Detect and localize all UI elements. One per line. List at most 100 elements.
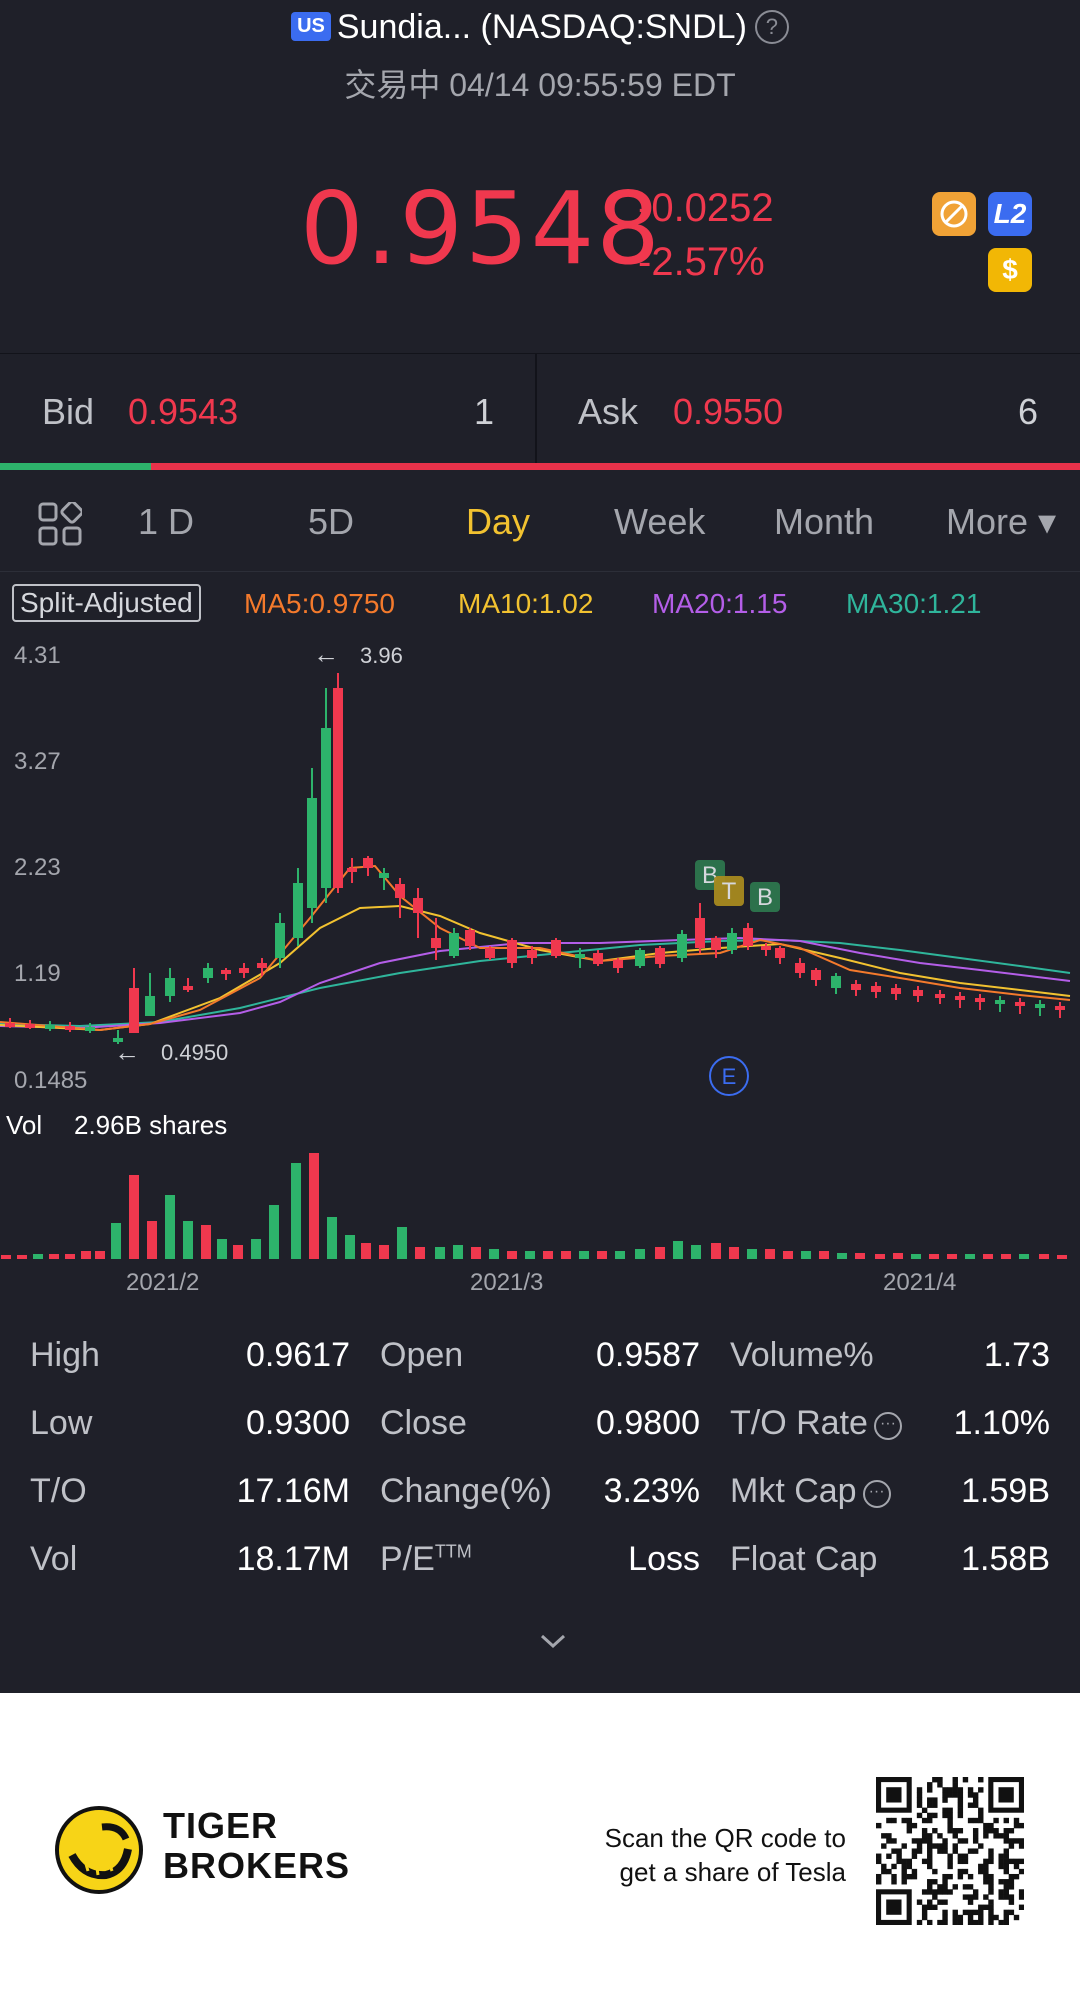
- x-tick: 2021/4: [883, 1269, 956, 1296]
- bid-ask-ratio-bar: [0, 463, 1080, 470]
- tab-more[interactable]: More ▾: [946, 501, 1057, 542]
- stat-label: T/O: [30, 1472, 87, 1510]
- dollar-badge[interactable]: $: [988, 248, 1032, 292]
- candle-body: [613, 960, 623, 968]
- chevron-down-icon[interactable]: [536, 1628, 570, 1652]
- volume-bar: [801, 1251, 811, 1259]
- volume-bar: [379, 1245, 389, 1259]
- y-tick: 1.19: [14, 960, 61, 987]
- candle-body: [795, 963, 805, 973]
- volume-bar: [81, 1251, 91, 1259]
- candle-body: [85, 1027, 95, 1031]
- volume-bar: [579, 1251, 589, 1259]
- candle-body: [551, 940, 561, 956]
- stock-title[interactable]: Sundia... (NASDAQ:SNDL): [336, 8, 747, 46]
- candle: [113, 1030, 123, 1044]
- grid-icon[interactable]: [38, 502, 82, 546]
- bid-ask-bar[interactable]: Bid 0.9543 1 Ask 0.9550 6: [0, 353, 1080, 464]
- stat-value: 0.9587: [596, 1336, 700, 1374]
- tab-week[interactable]: Week: [614, 501, 706, 542]
- tab-1d[interactable]: 1 D: [138, 501, 195, 542]
- no-short-icon[interactable]: [932, 192, 976, 236]
- candle: [395, 878, 405, 918]
- candle-body: [449, 933, 459, 956]
- volume-bar: [965, 1254, 975, 1259]
- candlestick-chart[interactable]: 4.31 3.27 2.23 1.19 0.1485 ← 3.96 ← 0.49…: [0, 628, 1080, 1300]
- earnings-marker[interactable]: [709, 1056, 749, 1096]
- volume-bar: [147, 1221, 157, 1259]
- candle: [347, 858, 357, 883]
- volume-bar: [269, 1205, 279, 1259]
- candle-body: [913, 990, 923, 996]
- volume-bar: [747, 1249, 757, 1259]
- help-icon[interactable]: ?: [754, 10, 789, 44]
- candle-body: [695, 918, 705, 948]
- candle: [129, 968, 139, 1033]
- volume-bar: [615, 1251, 625, 1259]
- stat-label: Vol: [30, 1540, 78, 1578]
- info-icon[interactable]: ···: [873, 1412, 902, 1440]
- candle-body: [113, 1038, 123, 1042]
- volume-bar: [471, 1247, 481, 1259]
- volume-bar: [415, 1247, 425, 1259]
- volume-value: 2.96B shares: [74, 1110, 227, 1140]
- candle: [221, 968, 231, 980]
- ma20-value: MA20:1.15: [652, 588, 788, 619]
- level2-badge[interactable]: L2: [988, 192, 1032, 236]
- volume-bar: [1, 1255, 11, 1259]
- y-tick: 2.23: [14, 854, 61, 881]
- stat-value: 1.58B: [961, 1540, 1050, 1578]
- candle-body: [5, 1023, 15, 1027]
- candle: [575, 948, 585, 968]
- candle: [507, 938, 517, 968]
- buy-marker[interactable]: [750, 882, 780, 912]
- candle: [145, 973, 155, 1016]
- candle: [955, 992, 965, 1008]
- promo-footer: TIGER BROKERS Scan the QR code to get a …: [0, 1693, 1080, 2010]
- tab-5d[interactable]: 5D: [308, 501, 355, 542]
- volume-bar: [635, 1249, 645, 1259]
- candle-body: [975, 998, 985, 1002]
- candle: [45, 1021, 55, 1031]
- candle-body: [239, 968, 249, 973]
- candle-body: [575, 954, 585, 958]
- volume-bar: [65, 1254, 75, 1259]
- trade-marker-label: T: [722, 878, 737, 905]
- stat-value: 1.59B: [961, 1472, 1050, 1510]
- candle-body: [65, 1026, 75, 1030]
- split-adjusted-toggle[interactable]: Split-Adjusted: [12, 584, 201, 622]
- x-tick: 2021/2: [126, 1269, 199, 1296]
- volume-bar: [729, 1247, 739, 1259]
- volume-bar: [983, 1254, 993, 1259]
- volume-label: Vol: [6, 1110, 42, 1140]
- candle: [321, 688, 331, 903]
- candle-body: [593, 953, 603, 964]
- turnover-rate-label: T/O Rate ···: [730, 1404, 902, 1443]
- candle-body: [307, 798, 317, 908]
- tiger-logo-icon: [55, 1806, 143, 1894]
- stat-value: 17.16M: [236, 1472, 350, 1510]
- tab-day[interactable]: Day: [466, 501, 531, 542]
- volume-bar: [1019, 1254, 1029, 1259]
- candle-body: [293, 883, 303, 938]
- qr-code[interactable]: [876, 1777, 1024, 1925]
- tab-month[interactable]: Month: [774, 501, 875, 542]
- volume-bar: [893, 1253, 903, 1259]
- stat-label: Change(%): [380, 1472, 552, 1510]
- volume-bar: [507, 1251, 517, 1259]
- info-icon[interactable]: ···: [862, 1480, 891, 1508]
- stat-value: 18.17M: [236, 1540, 350, 1578]
- scan-text-line2: get a share of Tesla: [619, 1857, 846, 1887]
- candle: [935, 990, 945, 1004]
- candle-body: [507, 940, 517, 963]
- candle: [203, 963, 213, 983]
- volume-bar: [711, 1243, 721, 1259]
- stat-value: 0.9617: [246, 1336, 350, 1374]
- volume-bar: [1057, 1255, 1067, 1259]
- candle-body: [431, 938, 441, 948]
- title-row: US Sundia... (NASDAQ:SNDL)?: [0, 8, 1080, 47]
- trade-marker[interactable]: [714, 876, 744, 906]
- candle-body: [465, 930, 475, 946]
- candle: [711, 936, 721, 958]
- brand-name-line1: TIGER: [163, 1805, 279, 1846]
